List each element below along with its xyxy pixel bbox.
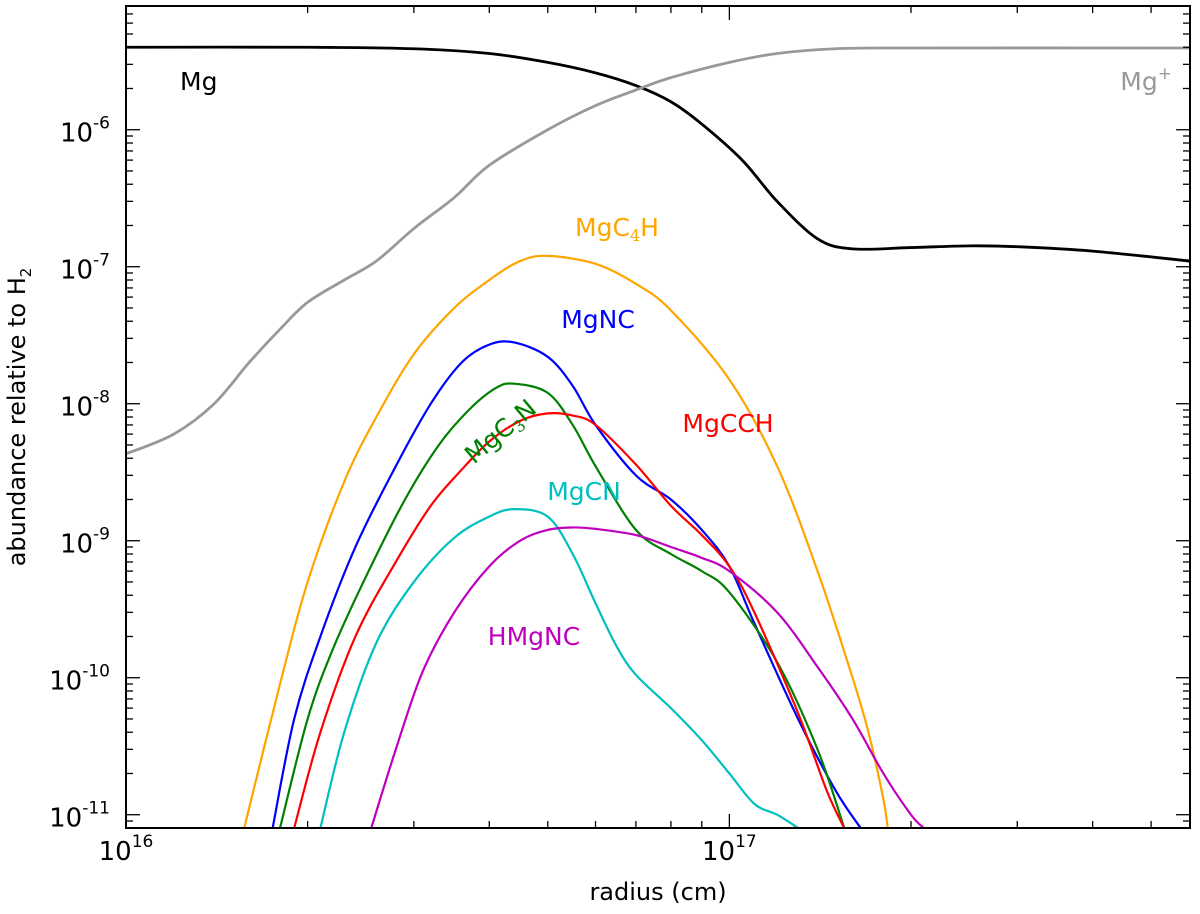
series-label-mgcn: MgCN [547,477,621,506]
plot-frame [125,5,1191,829]
series-layer [126,45,1190,828]
series-label-hmgnc: HMgNC [488,622,580,651]
series-label-mg: Mg [180,67,217,96]
x-axis-title: radius (cm) [589,878,726,906]
y-tick-label: 10-9 [60,525,110,560]
series-label-mgnc: MgNC [561,305,635,334]
series-label-mgc4h: MgC4H [575,213,659,245]
series-line-mg [126,45,1190,263]
x-tick-label: 1016 [99,832,154,867]
ticks-layer [125,5,1190,829]
y-tick-label: 10-6 [60,114,110,149]
series-line-mgc4h [243,254,889,828]
x-tick-label: 1017 [702,832,757,867]
y-tick-label: 10-10 [49,662,110,697]
series-line-mgc3n [278,382,846,828]
y-axis-title: abundance relative to H2 [3,268,35,567]
series-labels-layer: Mg Mg+ MgC4H MgNC MgC3N MgCCH MgCN HMgNC [180,64,1172,651]
y-axis-title-main: abundance relative to H [3,277,31,566]
y-tick-label: 10-11 [49,799,110,834]
series-line-mgcch [293,411,846,828]
series-line-mgnc [271,340,862,828]
y-axis-title-sub: 2 [17,268,35,278]
tick-labels-layer: 1016 1017 10-6 10-7 10-8 10-9 10-10 10-11 [49,114,757,867]
series-label-mgc3n: MgC3N [459,393,544,471]
y-tick-label: 10-7 [60,251,110,286]
series-line-mgcn [319,508,799,828]
series-line-hmgnc [370,526,925,828]
y-tick-label: 10-8 [60,388,110,423]
series-line-mg-plus [126,46,1190,456]
series-label-mgcch: MgCCH [682,409,773,438]
series-label-mg-plus: Mg+ [1120,64,1172,96]
